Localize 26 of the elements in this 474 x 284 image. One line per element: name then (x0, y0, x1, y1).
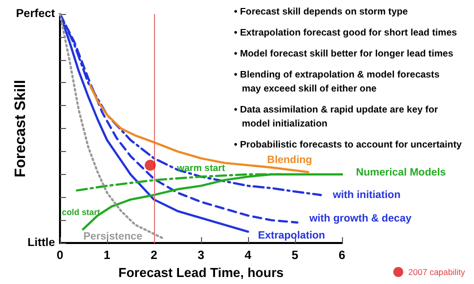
series-label: Numerical Models (356, 166, 446, 178)
text: Little (28, 237, 55, 250)
legend-label: 2007 capability (408, 267, 466, 277)
x-tick-label: 1 (104, 248, 111, 262)
annotation: • Blending of extrapolation & model forecasts may exceed skill of either one (234, 70, 440, 94)
x-tick-label: 6 (338, 248, 346, 262)
series-label: Blending (267, 154, 312, 166)
annotation: • Model forecast skill better for longer lead times (234, 48, 454, 60)
x-tick-label: 4 (244, 248, 252, 262)
annotation: • Forecast skill depends on storm type (234, 6, 408, 18)
x-tick-label: 3 (198, 248, 205, 262)
annotation: cold start (62, 207, 100, 217)
y-axis-title: Forecast Skill (12, 80, 29, 178)
x-tick-label: 0 (56, 248, 64, 262)
series-label: warm start (176, 163, 226, 174)
x-axis-title: Forecast Lead Time, hours (118, 265, 284, 280)
x-tick-label: 2 (150, 248, 158, 262)
series-label: Extrapolation (258, 230, 326, 242)
series-label: Persistence (83, 230, 143, 243)
annotation: • Extrapolation forecast good for short lead times (234, 28, 457, 38)
series-label: with growth & decay (308, 212, 412, 224)
annotation: • Data assimilation & rapid update are key for model initialization (234, 104, 438, 130)
text: Perfect (16, 8, 56, 20)
x-tick-label: 5 (292, 248, 299, 262)
annotation: • Probabilistic forecasts to account for uncertainty (234, 140, 462, 150)
series-label: with initiation (332, 188, 401, 201)
